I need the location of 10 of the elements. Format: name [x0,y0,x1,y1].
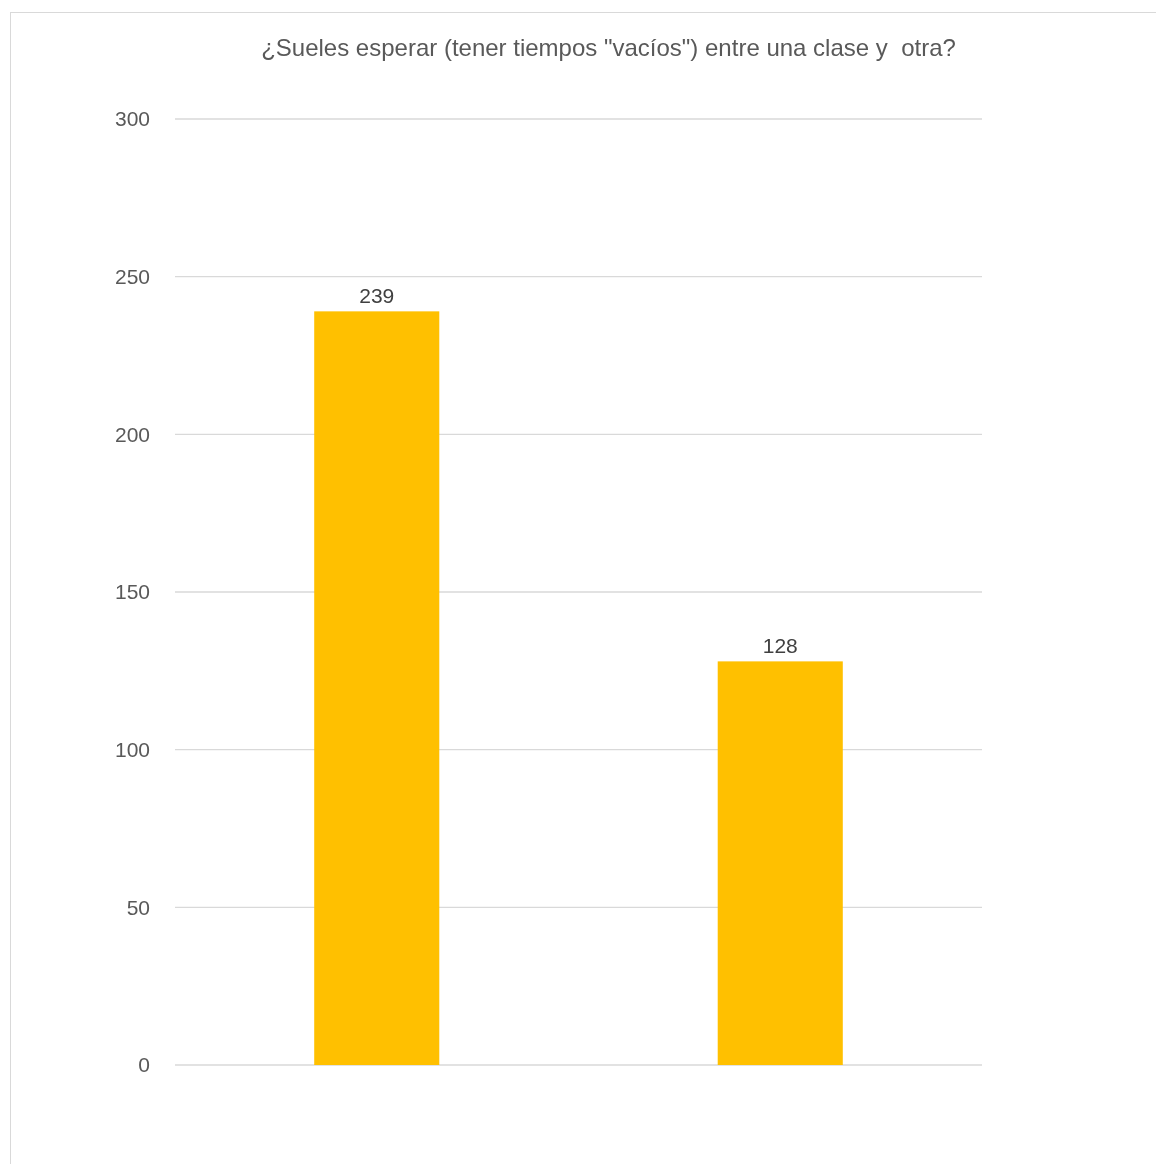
y-tick-label: 100 [114,738,150,762]
data-label: 128 [762,634,798,658]
y-tick-label: 300 [114,107,150,131]
y-tick-label: 250 [114,265,150,289]
chart-title: ¿Sueles esperar (tener tiempos "vacíos") entre una clase y otra? [261,34,956,61]
y-tick-label: 150 [114,580,150,604]
y-tick-label: 200 [114,422,150,446]
y-tick-label: 50 [126,895,150,919]
data-label: 239 [359,284,395,308]
y-tick-label: 0 [138,1053,150,1077]
